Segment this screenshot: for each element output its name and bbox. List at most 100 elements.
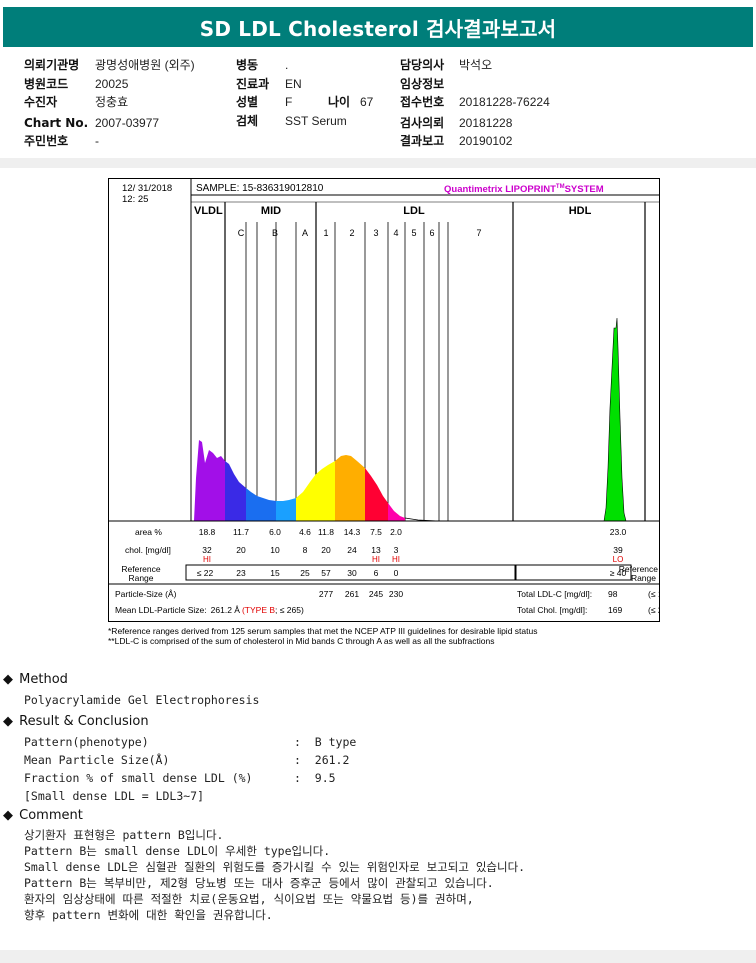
comment-line: Pattern B는 복부비만, 제2형 당뇨병 또는 대사 증후군 등에서 많…	[24, 876, 494, 890]
info-value: 20025	[95, 77, 129, 91]
info-value: SST Serum	[285, 114, 347, 128]
info-value: 박석오	[459, 58, 493, 72]
profile-segment	[365, 468, 388, 521]
chol-value: 10	[270, 545, 280, 555]
band-label-2: 2	[349, 228, 354, 238]
info-value: 20181228-76224	[459, 95, 550, 109]
chol-value: 24	[347, 545, 357, 555]
comment-line: 상기환자 표현형은 pattern B입니다.	[24, 828, 224, 842]
profile-segment	[276, 498, 296, 521]
lipoprint-report: 12/ 31/2018 12: 25 SAMPLE: 15-8363190128…	[108, 178, 675, 646]
info-label: 나이	[328, 95, 351, 109]
chol-value: 13	[371, 545, 381, 555]
info-value: EN	[285, 77, 302, 91]
total-chol-value: 169	[608, 605, 622, 615]
sample-id: SAMPLE: 15-836319012810	[196, 183, 324, 194]
diamond-bullet-icon: ◆	[3, 714, 13, 729]
band-label-B: B	[272, 228, 278, 238]
info-value: 67	[360, 95, 374, 109]
ref-right-line2: Range	[631, 573, 656, 583]
particle-size-value: 277	[319, 589, 333, 599]
region-vldl: VLDL	[194, 205, 223, 217]
result-line: Pattern(phenotype) : B type	[24, 735, 357, 749]
ref-value: 57	[321, 568, 331, 578]
area-value: 4.6	[299, 527, 311, 537]
profile-segment	[335, 455, 365, 521]
brand-name: Quantimetrix LIPOPRINTTMSYSTEM	[444, 184, 604, 195]
band-label-7: 7	[476, 228, 481, 238]
ref-value: ≤ 22	[197, 568, 214, 578]
flag-lo: LO	[613, 555, 624, 564]
reference-notes: *Reference ranges derived from 125 serum…	[108, 626, 660, 646]
band-label-1: 1	[323, 228, 328, 238]
area-value: 14.3	[344, 527, 361, 537]
info-label: 검체	[236, 114, 259, 128]
info-label: 검사의뢰	[400, 116, 445, 130]
ref-value: 25	[300, 568, 310, 578]
patient-info: 의뢰기관명 광명성애병원 (외주) 병원코드 20025 수진자 정충효 Cha…	[0, 52, 756, 158]
region-mid: MID	[261, 205, 281, 217]
flag-hi: HI	[392, 555, 400, 564]
info-value: 20190102	[459, 134, 513, 148]
info-label: 병원코드	[24, 77, 69, 91]
hdl-peak	[603, 317, 627, 522]
row-label-area: area %	[135, 527, 162, 537]
ref-value: 15	[270, 568, 280, 578]
comment-heading: ◆ Comment	[3, 808, 83, 823]
info-value: F	[285, 95, 293, 109]
ref-label-line1: Reference	[121, 564, 160, 574]
info-label: 담당의사	[400, 58, 445, 72]
total-chol-label: Total Chol. [mg/dl]:	[517, 605, 587, 615]
band-label-6: 6	[429, 228, 434, 238]
profile-segment	[296, 461, 335, 521]
table-values: 18.8 11.7 6.0 4.6 11.8 14.3 7.5 2.0 23.0 32 20 10 8 2…	[197, 527, 627, 599]
particle-size-value: 261	[345, 589, 359, 599]
info-label: 병동	[236, 58, 259, 72]
info-label: 성별	[236, 95, 259, 109]
ref-right-line1: Reference	[619, 564, 658, 574]
band-label-C: C	[238, 228, 245, 238]
brand-tail: SYSTEM	[565, 184, 604, 195]
profile-segment	[225, 461, 246, 521]
result-title: Result & Conclusion	[19, 714, 149, 729]
area-value: 23.0	[610, 527, 627, 537]
chol-value: 20	[321, 545, 331, 555]
section-divider	[0, 158, 756, 168]
band-label-3: 3	[373, 228, 378, 238]
row-label-chol: chol. [mg/dl]	[125, 545, 171, 555]
report-time: 12: 25	[122, 194, 148, 205]
info-value: 정충효	[95, 95, 129, 109]
area-value: 7.5	[370, 527, 382, 537]
ref-value: 23	[236, 568, 246, 578]
comment-line: 환자의 임상상태에 따른 적절한 치료(운동요법, 식이요법 또는 약물요법 등…	[24, 892, 474, 906]
mean-value: 261.2 Å	[211, 605, 241, 615]
info-value: 20181228	[459, 116, 513, 130]
info-label: 결과보고	[400, 134, 445, 148]
method-title: Method	[19, 672, 68, 687]
total-chol-limit: (≤ 200)	[648, 605, 660, 615]
chol-value: 32	[202, 545, 212, 555]
brand-text: Quantimetrix LIPOPRINT	[444, 184, 556, 195]
mean-ldl-size: Mean LDL-Particle Size: 261.2 Å (TYPE B; ≤…	[115, 605, 304, 615]
particle-size-value: 245	[369, 589, 383, 599]
area-value: 11.8	[318, 527, 334, 537]
info-value: .	[285, 58, 289, 72]
info-value: 2007-03977	[95, 116, 160, 130]
comment-line: Pattern B는 small dense LDL이 우세한 type입니다.	[24, 844, 331, 858]
ref-label-line2: Range	[128, 573, 153, 583]
note-line: **LDL-C is comprised of the sum of chole…	[108, 636, 495, 646]
ref-value-hdl: ≥ 40	[610, 568, 627, 578]
diamond-bullet-icon: ◆	[3, 808, 13, 823]
row-label-ref: Reference Range	[121, 564, 160, 583]
ref-value: 0	[394, 568, 399, 578]
particle-size-value: 230	[389, 589, 403, 599]
profile-segment	[194, 440, 225, 521]
band-labels: C B A 1 2 3 4 5 6 7	[238, 228, 482, 238]
comment-line: 향후 pattern 변화에 대한 확인을 권유합니다.	[24, 908, 273, 922]
brand-sup: TM	[556, 184, 565, 190]
ref-value: 30	[347, 568, 357, 578]
total-ldl-limit: (≤ 130)	[648, 589, 660, 599]
info-label: 임상정보	[400, 77, 445, 91]
profile-segment	[388, 503, 405, 521]
